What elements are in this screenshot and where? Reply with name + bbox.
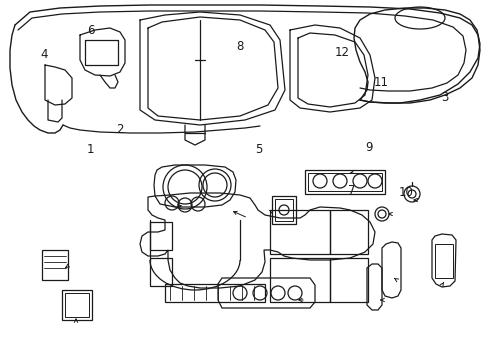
Bar xyxy=(150,222,172,250)
Text: 5: 5 xyxy=(255,143,263,156)
Bar xyxy=(271,196,295,224)
Text: 11: 11 xyxy=(373,76,388,89)
Text: 4: 4 xyxy=(40,48,48,60)
Text: 1: 1 xyxy=(86,143,94,156)
Bar xyxy=(434,244,452,278)
Text: 7: 7 xyxy=(347,184,355,197)
Text: 6: 6 xyxy=(86,24,94,37)
Bar xyxy=(65,293,89,317)
Bar xyxy=(42,250,68,280)
Bar xyxy=(329,258,367,302)
Text: 10: 10 xyxy=(398,186,412,199)
Bar xyxy=(269,210,329,254)
Text: 3: 3 xyxy=(440,91,448,104)
Bar xyxy=(150,258,172,286)
Bar xyxy=(329,210,367,254)
Text: 12: 12 xyxy=(334,46,349,59)
Text: 2: 2 xyxy=(116,123,123,136)
Text: 9: 9 xyxy=(365,141,372,154)
Text: 8: 8 xyxy=(235,40,243,53)
Bar xyxy=(62,290,92,320)
Bar xyxy=(307,173,381,191)
Bar xyxy=(274,199,292,221)
Bar xyxy=(164,284,264,302)
Bar xyxy=(305,170,384,194)
Bar xyxy=(269,258,329,302)
